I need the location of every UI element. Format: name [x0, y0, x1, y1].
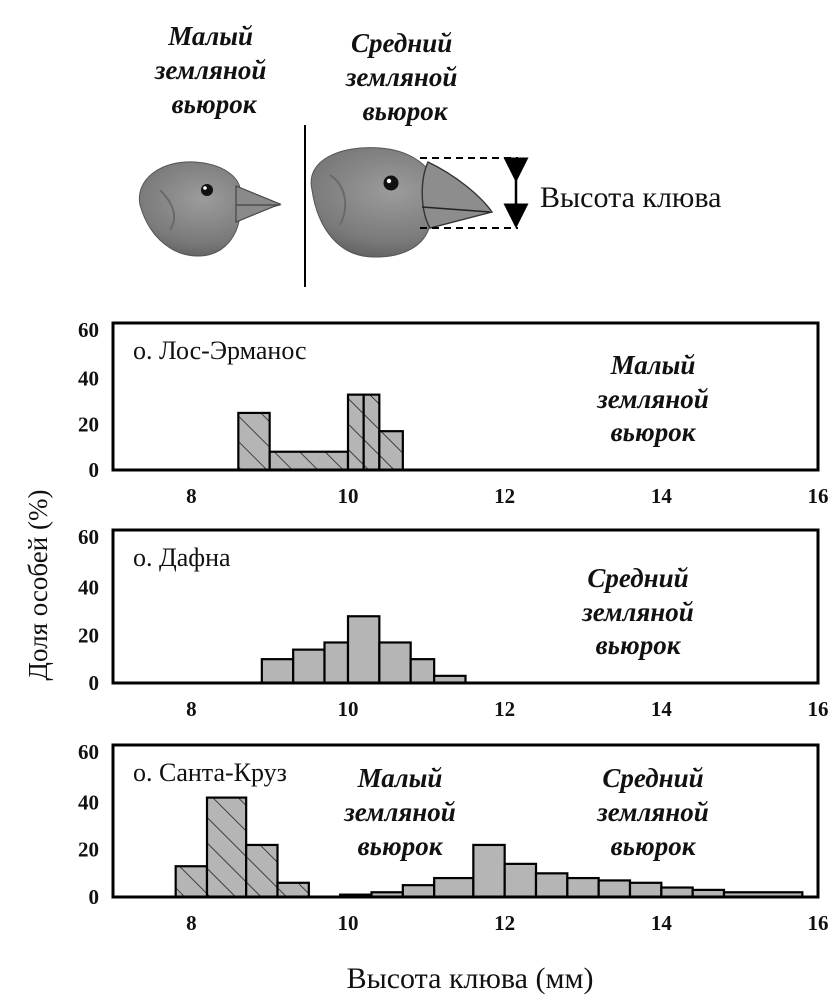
histogram-bar — [503, 862, 538, 899]
x-tick-label: 16 — [808, 697, 829, 721]
y-tick-label: 60 — [78, 740, 99, 764]
y-tick-label: 60 — [78, 525, 99, 549]
x-tick-label: 16 — [808, 911, 829, 935]
histogram-bar — [346, 615, 381, 685]
histogram-bar — [174, 865, 209, 899]
histogram-bar — [433, 876, 475, 899]
species-label: Средний земляной вьюрок — [581, 563, 694, 660]
histogram-bar — [628, 881, 663, 899]
y-tick-label: 40 — [78, 790, 99, 814]
beak-depth-label: Высота клюва — [540, 181, 721, 214]
island-label: о. Дафна — [133, 543, 231, 572]
x-tick-label: 8 — [186, 484, 197, 508]
histogram-bar — [346, 393, 365, 472]
y-tick-label: 60 — [78, 318, 99, 342]
histogram-bar — [472, 843, 506, 899]
histogram-bar — [566, 876, 600, 899]
small-finch-head-icon — [138, 161, 282, 257]
panel-frame — [111, 743, 820, 899]
histogram-bar — [409, 658, 436, 685]
histogram-bar — [378, 430, 404, 472]
x-tick-label: 14 — [651, 697, 673, 721]
x-tick-label: 14 — [651, 911, 673, 935]
y-tick-label: 40 — [78, 367, 99, 391]
species-label: Средний земляной вьюрок — [596, 763, 709, 861]
x-tick-label: 12 — [494, 697, 515, 721]
y-axis-label: Доля особей (%) — [23, 490, 53, 681]
x-tick-label: 10 — [338, 911, 359, 935]
panel-2: 0 20 40 60 8 10 12 14 16 о. Дафна Средний земляной в… — [78, 525, 829, 721]
y-tick-label: 0 — [89, 458, 100, 482]
species-label: Малый земляной вьюрок — [343, 763, 456, 861]
histogram-bar — [260, 658, 295, 685]
histogram-bar — [292, 648, 326, 685]
species-label: Малый земляной вьюрок — [596, 350, 709, 447]
histogram-bar — [205, 796, 248, 899]
histogram-bar — [268, 450, 350, 472]
island-label: о. Лос-Эрманос — [133, 336, 307, 365]
x-tick-label: 8 — [186, 911, 197, 935]
beak-depth-arrow-icon — [420, 157, 529, 229]
panel-3: 0 20 40 60 8 10 12 14 16 о. Санта-Круз Малый землян… — [78, 740, 829, 935]
histogram-bar — [597, 879, 632, 899]
x-tick-label: 10 — [338, 484, 359, 508]
y-tick-label: 0 — [89, 885, 100, 909]
histogram-bar — [378, 641, 412, 685]
panel-1: 0 20 40 60 8 10 12 14 16 о. Лос-Эрманос Малый земля… — [78, 318, 829, 508]
panels: 0 20 40 60 8 10 12 14 16 о. Лос-Эрманос Малый земля… — [78, 318, 829, 935]
x-tick-label: 14 — [651, 484, 673, 508]
y-tick-label: 0 — [89, 671, 100, 695]
x-axis-label: Высота клюва (мм) — [347, 962, 594, 995]
medium-finch-head-icon — [310, 147, 494, 258]
series-1 — [237, 393, 404, 472]
medium-finch-header-label: Средний земляной вьюрок — [345, 28, 464, 126]
x-tick-label: 12 — [494, 911, 515, 935]
histogram-bar — [362, 393, 381, 472]
island-label: о. Санта-Круз — [133, 758, 287, 787]
histogram-bar — [534, 872, 569, 899]
histogram-bar — [276, 881, 310, 899]
x-tick-label: 10 — [338, 697, 359, 721]
histogram-bar — [401, 884, 436, 899]
histogram-bar — [323, 641, 350, 685]
x-tick-label: 8 — [186, 697, 197, 721]
panel-frame — [111, 528, 820, 685]
x-tick-label: 16 — [808, 484, 829, 508]
panel-frame — [111, 321, 820, 472]
histogram-bar — [237, 411, 271, 472]
small-finch-header-label: Малый земляной вьюрок — [154, 21, 273, 119]
histogram-bar — [245, 843, 279, 899]
series-1 — [174, 796, 310, 899]
y-tick-label: 20 — [78, 412, 99, 436]
y-tick-label: 20 — [78, 838, 99, 862]
series-1 — [260, 615, 467, 685]
x-tick-label: 12 — [494, 484, 515, 508]
y-tick-label: 20 — [78, 623, 99, 647]
y-tick-label: 40 — [78, 576, 99, 600]
